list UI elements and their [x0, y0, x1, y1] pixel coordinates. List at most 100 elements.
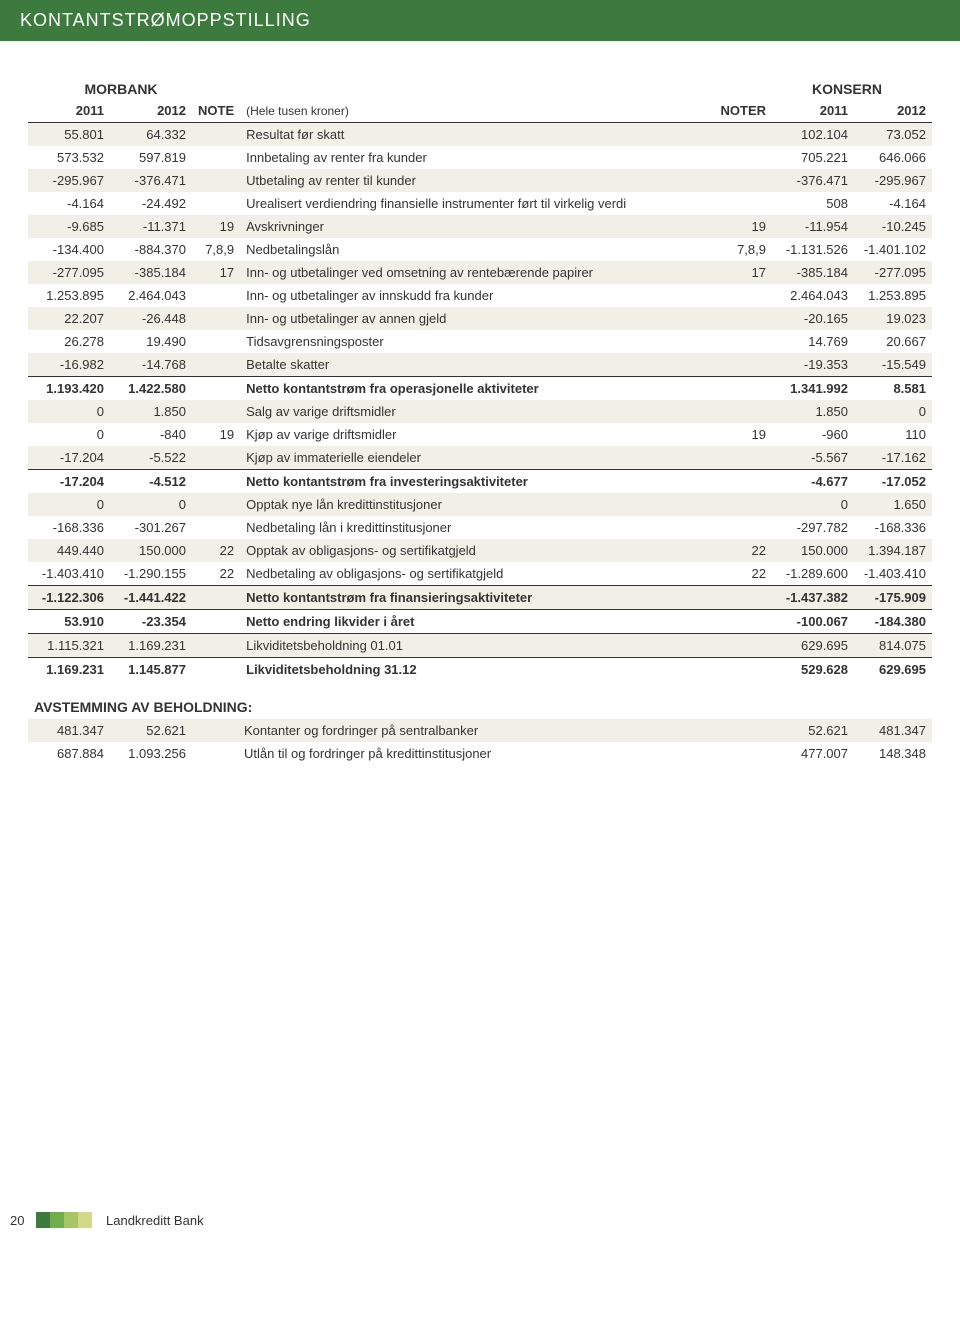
cell-k2011: 0 — [772, 493, 854, 516]
cell-mnote — [192, 146, 240, 169]
cell-m2012: 64.332 — [110, 123, 192, 147]
cell-noter: 19 — [712, 215, 772, 238]
cell-desc: Inn- og utbetalinger av innskudd fra kun… — [240, 284, 712, 307]
cell-m2012: -26.448 — [110, 307, 192, 330]
cell-k2012: -168.336 — [854, 516, 932, 539]
cell-k2011: 2.464.043 — [772, 284, 854, 307]
cell-mnote — [192, 610, 240, 634]
cell-k2011: -20.165 — [772, 307, 854, 330]
col-k2012: 2012 — [854, 99, 932, 123]
table-row: -17.204-5.522Kjøp av immaterielle eiende… — [28, 446, 932, 470]
cell-desc: Nedbetalingslån — [240, 238, 712, 261]
cell-k2011: 14.769 — [772, 330, 854, 353]
cell-mnote: 19 — [192, 215, 240, 238]
cell-mnote — [192, 493, 240, 516]
page-header: KONTANTSTRØMOPPSTILLING — [0, 0, 960, 41]
cell-m2011: 1.193.420 — [28, 377, 110, 401]
cell-noter: 22 — [712, 539, 772, 562]
brand-bars-icon — [36, 1212, 92, 1228]
cell-noter: 19 — [712, 423, 772, 446]
cell-k2011: -19.353 — [772, 353, 854, 377]
cell-k2012: 0 — [854, 400, 932, 423]
cell-noter — [712, 493, 772, 516]
cell-desc: Kjøp av immaterielle eiendeler — [240, 446, 712, 470]
cell-noter — [712, 123, 772, 147]
cell-k2011: -1.437.382 — [772, 586, 854, 610]
cell-k2012: -17.162 — [854, 446, 932, 470]
cell-m2012: -23.354 — [110, 610, 192, 634]
cell-desc: Opptak nye lån kredittinstitusjoner — [240, 493, 712, 516]
cell-m2012: -884.370 — [110, 238, 192, 261]
cell-desc: Innbetaling av renter fra kunder — [240, 146, 712, 169]
group-header-row: MORBANK KONSERN — [28, 81, 932, 97]
section-title-avstemming: AVSTEMMING AV BEHOLDNING: — [28, 681, 932, 719]
cell-k2011: 529.628 — [772, 658, 854, 682]
cell-mnote: 22 — [192, 539, 240, 562]
cell-mnote — [192, 330, 240, 353]
cell-k2012: 20.667 — [854, 330, 932, 353]
cell-noter — [712, 634, 772, 658]
cell-noter — [712, 719, 772, 742]
cell-m2011: -16.982 — [28, 353, 110, 377]
cell-k2012: 1.394.187 — [854, 539, 932, 562]
cell-m2011: 1.115.321 — [28, 634, 110, 658]
cashflow-table: 2011 2012 NOTE (Hele tusen kroner) NOTER… — [28, 99, 932, 681]
cell-m2012: 1.145.877 — [110, 658, 192, 682]
cell-m2011: -134.400 — [28, 238, 110, 261]
cell-mnote — [192, 169, 240, 192]
cell-m2012: 1.093.256 — [110, 742, 192, 765]
cell-k2011: 705.221 — [772, 146, 854, 169]
cell-m2011: -295.967 — [28, 169, 110, 192]
cell-k2011: -960 — [772, 423, 854, 446]
cell-m2012: 52.621 — [110, 719, 192, 742]
cell-noter — [712, 516, 772, 539]
cell-desc: Utlån til og fordringer på kredittinstit… — [238, 742, 712, 765]
cell-m2011: 0 — [28, 423, 110, 446]
cell-noter: 17 — [712, 261, 772, 284]
table-row: 573.532597.819Innbetaling av renter fra … — [28, 146, 932, 169]
cell-noter — [712, 284, 772, 307]
cell-m2011: -9.685 — [28, 215, 110, 238]
cell-desc: Salg av varige driftsmidler — [240, 400, 712, 423]
cell-k2012: 1.650 — [854, 493, 932, 516]
table-row: 22.207-26.448Inn- og utbetalinger av ann… — [28, 307, 932, 330]
cell-desc: Betalte skatter — [240, 353, 712, 377]
cell-mnote — [192, 123, 240, 147]
table-row: 55.80164.332Resultat før skatt102.10473.… — [28, 123, 932, 147]
col-k2011: 2011 — [772, 99, 854, 123]
cell-m2011: 55.801 — [28, 123, 110, 147]
cell-desc: Kjøp av varige driftsmidler — [240, 423, 712, 446]
cell-m2012: 19.490 — [110, 330, 192, 353]
cell-k2012: 19.023 — [854, 307, 932, 330]
cell-k2011: 477.007 — [772, 742, 854, 765]
cell-mnote — [192, 470, 240, 494]
cell-mnote — [192, 307, 240, 330]
cell-k2012: -1.403.410 — [854, 562, 932, 586]
content-area: MORBANK KONSERN 2011 2012 NOTE (Hele tus… — [0, 41, 960, 785]
cell-k2012: 110 — [854, 423, 932, 446]
cell-k2012: -10.245 — [854, 215, 932, 238]
cell-desc: Resultat før skatt — [240, 123, 712, 147]
table-row: -1.122.306-1.441.422Netto kontantstrøm f… — [28, 586, 932, 610]
cell-desc: Inn- og utbetalinger ved omsetning av re… — [240, 261, 712, 284]
cell-desc: Netto kontantstrøm fra finansieringsakti… — [240, 586, 712, 610]
table-row: 1.115.3211.169.231Likviditetsbeholdning … — [28, 634, 932, 658]
cell-m2012: 0 — [110, 493, 192, 516]
cell-m2012: -376.471 — [110, 169, 192, 192]
cell-m2012: 150.000 — [110, 539, 192, 562]
cell-m2012: -11.371 — [110, 215, 192, 238]
table-row: -277.095-385.18417Inn- og utbetalinger v… — [28, 261, 932, 284]
cell-noter — [712, 446, 772, 470]
cell-noter — [712, 470, 772, 494]
table-row: 01.850Salg av varige driftsmidler1.8500 — [28, 400, 932, 423]
cell-mnote — [192, 719, 238, 742]
cell-desc: Netto kontantstrøm fra operasjonelle akt… — [240, 377, 712, 401]
cell-m2012: -840 — [110, 423, 192, 446]
table-row: 449.440150.00022Opptak av obligasjons- o… — [28, 539, 932, 562]
cell-k2011: -100.067 — [772, 610, 854, 634]
cell-k2011: -1.131.526 — [772, 238, 854, 261]
cell-m2012: 1.422.580 — [110, 377, 192, 401]
cell-k2011: 629.695 — [772, 634, 854, 658]
cell-desc: Likviditetsbeholdning 31.12 — [240, 658, 712, 682]
cell-mnote — [192, 742, 238, 765]
